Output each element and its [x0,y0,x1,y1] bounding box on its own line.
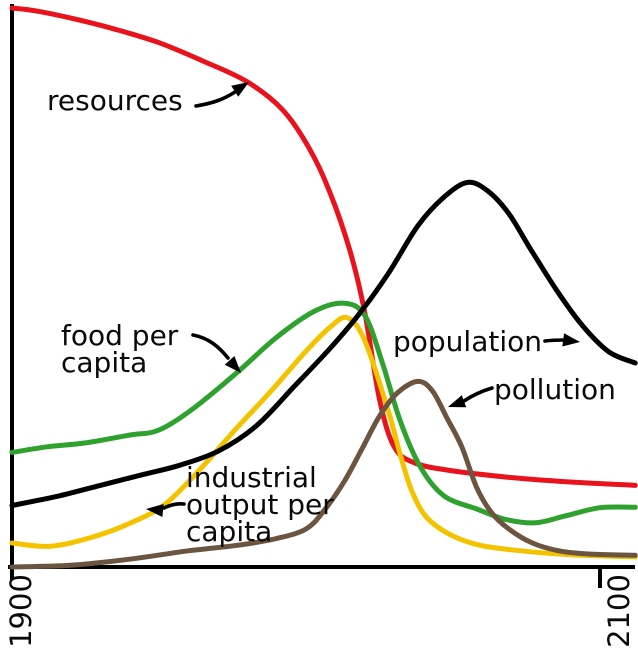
industrial-output-line [9,314,638,560]
pollution-label: pollution [494,373,616,406]
series-lines [9,5,638,570]
food-per-capita-line [9,300,638,526]
pollution-line [9,378,638,570]
resources-line [9,5,638,488]
population-line [9,179,638,508]
pollution-arrow-icon [448,386,494,408]
x-tick-label-2100: 2100 [602,574,636,648]
food-per-capita-label: food per capita [61,319,179,379]
population-arrow-icon [543,333,580,347]
food-per-capita-arrow-icon [191,333,241,373]
x-tick-label-1900: 1900 [4,574,38,648]
resources-arrow-icon [194,82,249,108]
resources-label: resources [47,84,183,117]
industrial-output-label: industrial output per capita [186,461,334,548]
annotation-arrows [146,82,580,517]
industrial-output-arrow-icon [146,501,186,517]
population-label: population [393,325,542,358]
axes [8,4,635,588]
